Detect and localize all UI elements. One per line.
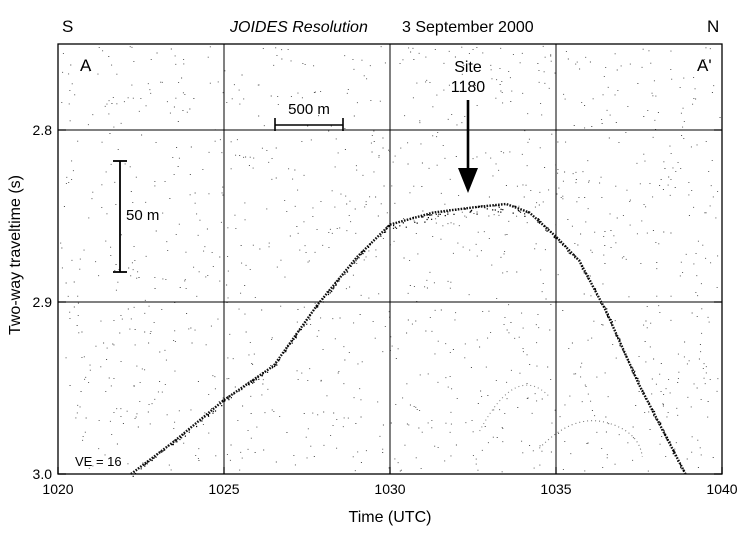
ship-name: JOIDES Resolution	[229, 19, 368, 36]
survey-date: 3 September 2000	[402, 19, 534, 36]
faint-reflector-1	[539, 420, 643, 457]
x-tick-label: 1020	[42, 481, 73, 497]
vertical-exaggeration: VE = 16	[75, 454, 122, 469]
y-axis-title: Two-way traveltime (s)	[7, 175, 24, 335]
profile-start-label: A	[80, 56, 92, 75]
vertical-scale-bar	[113, 160, 127, 273]
x-tick-label: 1030	[374, 481, 405, 497]
y-tick-label: 2.8	[33, 122, 53, 138]
seafloor-line	[130, 202, 687, 475]
x-axis-title: Time (UTC)	[349, 509, 432, 526]
site-arrow	[458, 100, 478, 193]
x-tick-label: 1035	[540, 481, 571, 497]
y-tick-label: 3.0	[33, 466, 53, 482]
site-number: 1180	[451, 79, 486, 96]
y-tick-label: 2.9	[33, 294, 53, 310]
x-ticks: 1020 1025 1030 1035 1040	[42, 467, 738, 497]
x-tick-label: 1040	[706, 481, 737, 497]
horizontal-scale-label: 500 m	[288, 101, 330, 118]
vertical-scale-label: 50 m	[126, 207, 159, 224]
background-noise	[60, 45, 721, 473]
grid	[58, 44, 722, 474]
subsurface-reflector	[479, 384, 643, 457]
seafloor-reflector	[130, 202, 687, 477]
profile-end-label: A'	[697, 56, 712, 75]
site-label: Site	[454, 59, 482, 76]
north-label: N	[707, 17, 719, 36]
y-ticks: 2.8 2.9 3.0	[33, 122, 722, 482]
faint-reflector-2	[479, 384, 550, 432]
horizontal-scale-bar	[274, 118, 344, 131]
south-label: S	[62, 17, 73, 36]
x-tick-label: 1025	[208, 481, 239, 497]
